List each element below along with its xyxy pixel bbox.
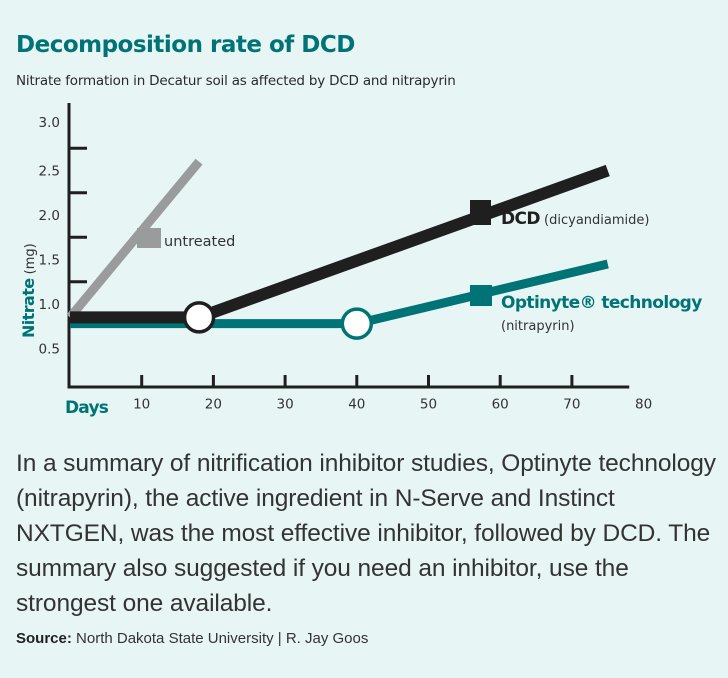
x-tick-label: 40 [348,396,365,412]
x-tick-label: 10 [133,396,150,412]
chart-title: Decomposition rate of DCD [16,32,355,58]
axes: 0.5 1.0 1.5 2.0 2.5 3.0 10 20 30 40 50 60 70 80 Days Ni… [19,103,652,418]
y-tick-label: 1.5 [39,253,60,269]
dcd-label-sub: (dicyandiamide) [540,213,650,228]
nitrate-line-chart: 0.5 1.0 1.5 2.0 2.5 3.0 10 20 30 40 50 60 70 80 Days Ni… [19,103,703,418]
x-tick-label: 70 [563,396,580,412]
source-text: North Dakota State University | R. Jay G… [71,630,369,647]
untreated-label: untreated [164,234,235,250]
y-tick-label: 1.0 [39,297,60,313]
y-tick-label: 2.0 [39,208,60,224]
dcd-marker [182,301,216,334]
x-tick-label: 60 [492,396,509,412]
untreated-label-flag [137,228,161,248]
dcd-label: DCD (dicyandiamide) [501,209,649,229]
optinyte-label-sub: (nitrapyrin) [501,319,575,334]
dcd-label-flag [470,200,491,225]
x-tick-label: 30 [277,396,294,412]
x-tick-label: 50 [420,396,437,412]
y-axis-title-bold: Nitrate [19,278,38,338]
chart-subtitle: Nitrate formation in Decatur soil as aff… [16,73,456,89]
summary-paragraph: In a summary of nitrification inhibitor … [16,450,716,617]
series-labels: untreated DCD (dicyandiamide) Optinyte® te… [137,200,703,334]
y-tick-label: 2.5 [39,164,60,180]
dcd-label-bold: DCD [501,209,540,229]
x-tick-label: 80 [635,396,652,412]
series-line-untreated [66,158,203,321]
x-tick-label: 20 [205,396,222,412]
source-line: Source: North Dakota State University | … [16,630,368,647]
optinyte-marker [340,307,374,340]
y-axis-title: Nitrate (mg) [19,243,38,338]
optinyte-label: Optinyte® technology [501,293,702,313]
x-axis-title: Days [65,398,109,418]
y-tick-label: 3.0 [39,115,60,131]
y-tick-label: 0.5 [39,342,60,358]
optinyte-label-flag [470,285,492,306]
y-axis-title-unit: (mg) [23,243,38,278]
source-label: Source: [16,630,72,647]
